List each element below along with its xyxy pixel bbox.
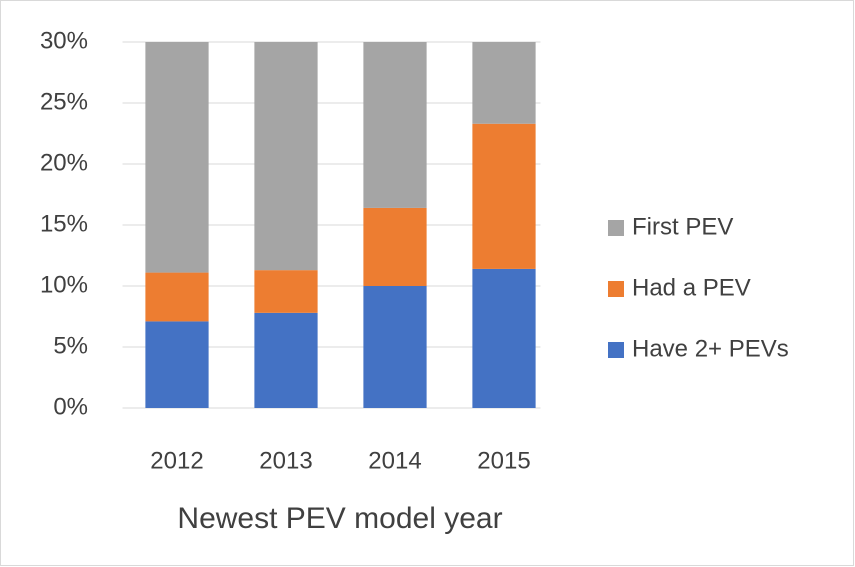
bar-segment	[254, 270, 318, 313]
legend-swatch	[608, 342, 624, 358]
y-tick-label: 25%	[40, 88, 88, 115]
y-tick-label: 5%	[53, 332, 88, 359]
y-tick-label: 0%	[53, 393, 88, 420]
legend-label: Have 2+ PEVs	[632, 335, 789, 362]
bar-segment	[254, 42, 318, 271]
bar-segment	[254, 312, 318, 408]
bar-segment	[363, 286, 427, 408]
y-tick-label: 20%	[40, 149, 88, 176]
bar-segment	[145, 321, 209, 408]
legend-swatch	[608, 220, 624, 236]
bar-segment	[472, 42, 536, 124]
bar-segment	[363, 207, 427, 286]
legend-swatch	[608, 281, 624, 297]
y-tick-label: 30%	[40, 27, 88, 54]
x-tick-label: 2012	[150, 447, 203, 474]
bar-segment	[472, 268, 536, 408]
bar-segment	[363, 42, 427, 208]
bar-segment	[145, 42, 209, 273]
x-tick-label: 2015	[477, 447, 530, 474]
bar-segment	[472, 123, 536, 269]
y-tick-label: 10%	[40, 271, 88, 298]
x-tick-label: 2014	[368, 447, 421, 474]
legend-label: First PEV	[632, 213, 733, 240]
legend-label: Had a PEV	[632, 274, 751, 301]
y-tick-label: 15%	[40, 210, 88, 237]
x-tick-label: 2013	[259, 447, 312, 474]
x-axis-title: Newest PEV model year	[177, 502, 502, 535]
bar-segment	[145, 272, 209, 322]
